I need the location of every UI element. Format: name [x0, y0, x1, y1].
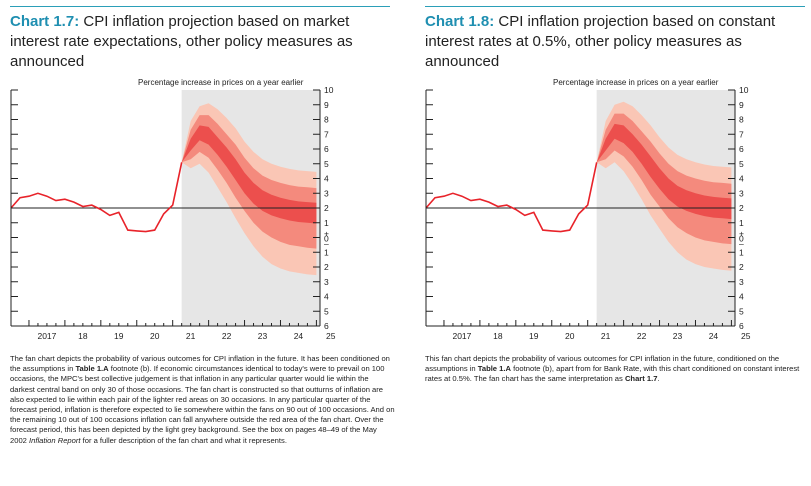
chart-title-text: CPI inflation projection based on market…	[10, 13, 353, 70]
y-tick-label: 5	[739, 159, 744, 169]
y-tick-label: 2	[739, 262, 744, 272]
history-line	[425, 162, 598, 233]
y-tick-label: 0	[739, 234, 744, 244]
y-tick-label: 2	[739, 203, 744, 213]
x-tick-label: 22	[637, 331, 647, 341]
y-tick-label: +	[324, 229, 329, 239]
y-tick-label: –	[739, 239, 744, 249]
footnote-text: Inflation Report	[29, 435, 81, 445]
top-rule	[425, 6, 805, 7]
y-tick-label: 9	[324, 100, 329, 110]
fan-band-1	[596, 123, 732, 220]
y-tick-label: 6	[739, 144, 744, 154]
chart-title: Chart 1.8: CPI inflation projection base…	[425, 12, 810, 72]
footnote-text: The fan chart depicts the probability of…	[10, 354, 390, 374]
x-tick-label: 24	[709, 331, 719, 341]
y-tick-label: 0	[324, 234, 329, 244]
x-tick-label: 21	[186, 331, 196, 341]
x-tick-label: 20	[150, 331, 160, 341]
chart-number: Chart 1.8:	[425, 13, 495, 30]
y-tick-label: 3	[739, 277, 744, 287]
y-tick-label: 10	[739, 85, 749, 95]
y-tick-label: 2	[324, 203, 329, 213]
x-tick-label: 19	[114, 331, 124, 341]
y-tick-label: 1	[739, 247, 744, 257]
y-tick-label: 2	[324, 262, 329, 272]
top-rule	[10, 6, 390, 7]
chart-title: Chart 1.7: CPI inflation projection base…	[10, 12, 395, 72]
y-tick-label: 7	[324, 129, 329, 139]
x-tick-label: 21	[601, 331, 611, 341]
x-tick-label: 2017	[37, 331, 56, 341]
footnote-text: .	[657, 374, 660, 384]
x-tick-label: 22	[222, 331, 232, 341]
y-tick-label: 5	[739, 306, 744, 316]
fan-band-1	[181, 125, 317, 224]
y-tick-label: 10	[324, 85, 334, 95]
x-tick-label: 25	[741, 331, 751, 341]
x-tick-label: 24	[294, 331, 304, 341]
y-tick-label: 6	[739, 321, 744, 331]
y-tick-label: 7	[739, 129, 744, 139]
y-tick-label: 1	[739, 218, 744, 228]
x-tick-label: 2017	[452, 331, 471, 341]
footnote-text: Table 1.A	[75, 364, 109, 374]
y-tick-label: 3	[739, 188, 744, 198]
footnote-text: Table 1.A	[477, 364, 511, 374]
unit-label: Percentage increase in prices on a year …	[553, 78, 719, 87]
y-tick-label: 4	[324, 174, 329, 184]
y-tick-label: 9	[739, 100, 744, 110]
history-line	[10, 162, 183, 233]
y-tick-label: 6	[324, 144, 329, 154]
x-tick-label: 20	[565, 331, 575, 341]
unit-label: Percentage increase in prices on a year …	[138, 78, 304, 87]
y-tick-label: +	[739, 229, 744, 239]
y-tick-label: 4	[739, 174, 744, 184]
chart-title-text: CPI inflation projection based on consta…	[425, 13, 776, 70]
x-tick-label: 23	[673, 331, 683, 341]
chart-footnote: The fan chart depicts the probability of…	[10, 354, 395, 446]
footnote-text: Chart 1.7	[624, 374, 658, 384]
y-tick-label: 5	[324, 159, 329, 169]
x-tick-label: 18	[78, 331, 88, 341]
footnote-text: footnote (b), apart from for Bank Rate, …	[425, 364, 800, 384]
footnote-text: footnote (b). If economic circumstances …	[10, 364, 395, 445]
chart-number: Chart 1.7:	[10, 13, 80, 30]
x-tick-label: 25	[326, 331, 336, 341]
y-tick-label: 1	[324, 247, 329, 257]
footnote-text: This fan chart depicts the probability o…	[425, 354, 780, 374]
y-tick-label: 1	[324, 218, 329, 228]
chart-panel-left: Chart 1.7: CPI inflation projection base…	[0, 0, 400, 486]
x-tick-label: 18	[493, 331, 503, 341]
y-tick-label: 3	[324, 277, 329, 287]
x-tick-label: 19	[529, 331, 539, 341]
y-tick-label: 3	[324, 188, 329, 198]
chart-footnote: This fan chart depicts the probability o…	[425, 354, 810, 385]
footnote-text: for a fuller description of the fan char…	[80, 435, 287, 445]
chart-panel-right: Chart 1.8: CPI inflation projection base…	[415, 0, 811, 486]
y-tick-label: 4	[739, 292, 744, 302]
x-tick-label: 23	[258, 331, 268, 341]
y-tick-label: 8	[324, 115, 329, 125]
y-tick-label: 6	[324, 321, 329, 331]
y-tick-label: 4	[324, 292, 329, 302]
y-tick-label: 8	[739, 115, 744, 125]
y-tick-label: 5	[324, 306, 329, 316]
y-tick-label: –	[324, 239, 329, 249]
